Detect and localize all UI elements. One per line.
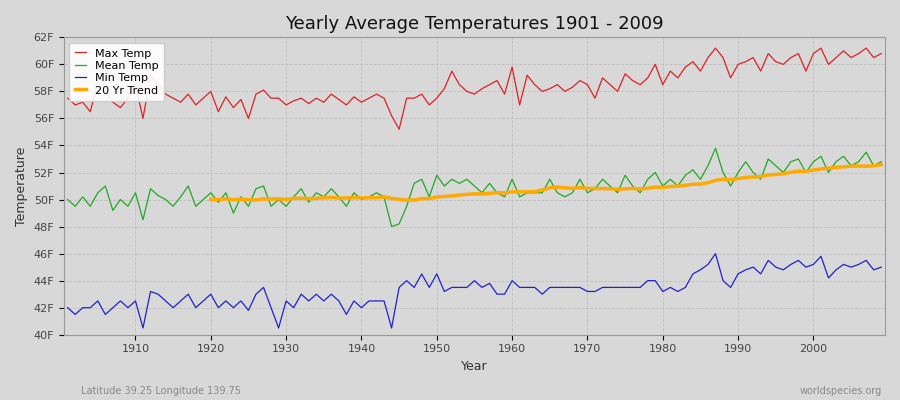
Min Temp	[122, 305, 133, 310]
Mean Temp	[334, 194, 345, 199]
Line: Max Temp: Max Temp	[68, 48, 881, 129]
Min Temp	[710, 251, 721, 256]
20 Yr Trend	[770, 172, 781, 177]
20 Yr Trend	[876, 162, 886, 167]
Text: Latitude 39.25 Longitude 139.75: Latitude 39.25 Longitude 139.75	[81, 386, 241, 396]
Mean Temp	[876, 159, 886, 164]
Max Temp	[334, 97, 345, 102]
Min Temp	[514, 285, 525, 290]
Max Temp	[393, 127, 404, 132]
Line: 20 Yr Trend: 20 Yr Trend	[211, 165, 881, 200]
Min Temp	[876, 265, 886, 270]
Max Temp	[605, 82, 616, 87]
Min Temp	[138, 326, 148, 330]
Legend: Max Temp, Mean Temp, Min Temp, 20 Yr Trend: Max Temp, Mean Temp, Min Temp, 20 Yr Tre…	[69, 43, 164, 101]
Min Temp	[605, 285, 616, 290]
20 Yr Trend	[680, 183, 691, 188]
20 Yr Trend	[853, 164, 864, 168]
Min Temp	[341, 312, 352, 317]
Text: worldspecies.org: worldspecies.org	[800, 386, 882, 396]
20 Yr Trend	[401, 198, 412, 202]
Min Temp	[507, 278, 517, 283]
Mean Temp	[62, 197, 73, 202]
Y-axis label: Temperature: Temperature	[15, 146, 28, 226]
Max Temp	[710, 46, 721, 50]
Mean Temp	[710, 146, 721, 150]
Mean Temp	[507, 177, 517, 182]
Max Temp	[514, 102, 525, 107]
Min Temp	[62, 305, 73, 310]
Max Temp	[288, 98, 299, 103]
20 Yr Trend	[205, 197, 216, 202]
20 Yr Trend	[296, 196, 307, 201]
Line: Min Temp: Min Temp	[68, 254, 881, 328]
Max Temp	[62, 96, 73, 100]
Mean Temp	[386, 224, 397, 229]
Max Temp	[122, 96, 133, 100]
Mean Temp	[605, 184, 616, 188]
Mean Temp	[288, 194, 299, 199]
Min Temp	[296, 292, 307, 296]
Mean Temp	[122, 204, 133, 209]
20 Yr Trend	[786, 170, 796, 175]
Line: Mean Temp: Mean Temp	[68, 148, 881, 226]
Max Temp	[876, 51, 886, 56]
X-axis label: Year: Year	[461, 360, 488, 373]
Max Temp	[507, 65, 517, 70]
Title: Yearly Average Temperatures 1901 - 2009: Yearly Average Temperatures 1901 - 2009	[285, 15, 664, 33]
Mean Temp	[514, 194, 525, 199]
20 Yr Trend	[417, 196, 428, 201]
